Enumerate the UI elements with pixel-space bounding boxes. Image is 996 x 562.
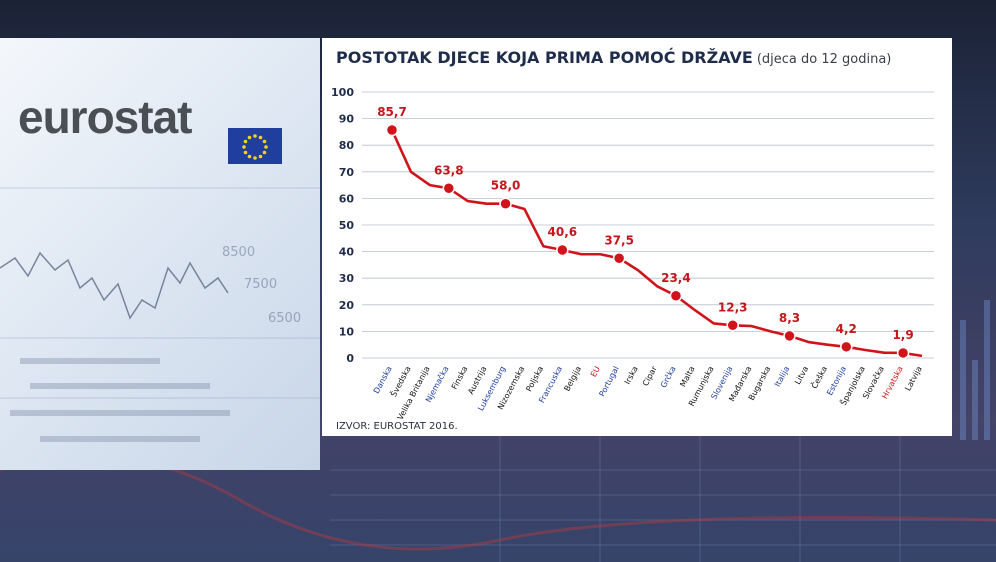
data-point [840, 340, 853, 354]
y-tick-label: 10 [339, 325, 355, 338]
line-chart: 100908070605040302010085,763,858,040,637… [331, 86, 934, 422]
data-point [726, 319, 739, 332]
data-label: 85,7 [377, 105, 407, 119]
series-line [390, 129, 923, 358]
data-label: 8,3 [779, 311, 800, 325]
chart-panel: POSTOTAK DJECE KOJA PRIMA POMOĆ DRŽAVE (d… [322, 38, 952, 436]
x-tick-label: Latvija [903, 365, 923, 393]
eu-flag-icon [228, 128, 282, 164]
x-tick-label: Belgija [562, 365, 583, 393]
eurostat-logo: eurostat [18, 91, 192, 143]
x-tick-label: EU [589, 365, 602, 379]
stock-chart-decoration: 8500 7500 6500 [0, 187, 320, 442]
svg-text:8500: 8500 [222, 245, 255, 260]
y-tick-label: 20 [339, 299, 355, 312]
chart-source: IZVOR: EUROSTAT 2016. [336, 421, 458, 432]
data-point [783, 329, 796, 343]
x-tick-label: Italija [773, 365, 791, 389]
data-label: 63,8 [434, 163, 464, 177]
y-tick-label: 70 [339, 166, 355, 179]
chart-title: POSTOTAK DJECE KOJA PRIMA POMOĆ DRŽAVE (d… [336, 48, 891, 67]
chart-subtitle: (djeca do 12 godina) [756, 52, 892, 67]
data-label: 1,9 [892, 328, 913, 342]
x-tick-label: Grčka [658, 364, 678, 389]
data-point [669, 289, 683, 303]
x-tick-label: Finska [450, 365, 470, 391]
y-tick-label: 80 [339, 139, 355, 152]
x-tick-label: Češka [808, 364, 829, 391]
y-tick-label: 50 [339, 219, 355, 232]
data-label: 40,6 [548, 225, 578, 239]
y-tick-label: 30 [339, 272, 355, 285]
y-tick-label: 90 [339, 113, 355, 126]
x-tick-label: Cipar [641, 364, 659, 387]
y-tick-label: 60 [339, 192, 355, 205]
data-label: 4,2 [836, 322, 857, 336]
svg-text:6500: 6500 [268, 311, 301, 326]
x-tick-label: Litva [793, 365, 810, 386]
data-point [385, 123, 399, 137]
data-point [556, 243, 569, 257]
x-tick-label: Irska [623, 365, 640, 386]
data-label: 12,3 [718, 300, 748, 314]
y-tick-label: 40 [339, 246, 355, 259]
data-point [612, 252, 626, 265]
data-point [896, 346, 910, 360]
y-tick-label: 0 [346, 352, 354, 365]
x-tick-label: Malta [678, 365, 696, 389]
data-point [499, 197, 512, 210]
data-label: 37,5 [604, 233, 634, 247]
data-label: 58,0 [491, 179, 521, 193]
data-label: 23,4 [661, 271, 691, 285]
eurostat-panel: 8500 7500 6500 eurostat [0, 38, 320, 470]
svg-text:7500: 7500 [244, 277, 277, 292]
y-tick-label: 100 [331, 86, 354, 99]
data-point [442, 182, 456, 195]
chart-title-text: POSTOTAK DJECE KOJA PRIMA POMOĆ DRŽAVE [336, 48, 753, 67]
x-tick-label: Poljska [524, 365, 545, 394]
